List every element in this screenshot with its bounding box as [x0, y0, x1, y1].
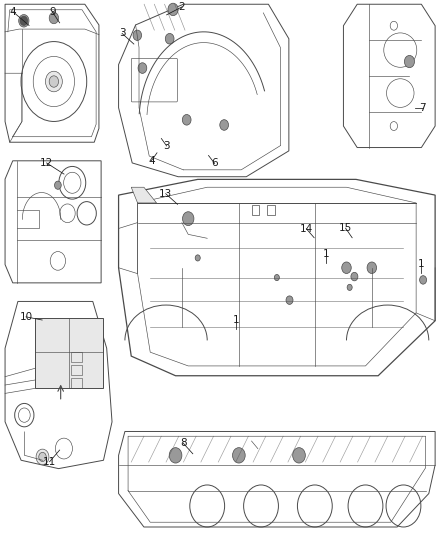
Circle shape: [404, 55, 414, 68]
Circle shape: [20, 16, 28, 26]
Circle shape: [233, 448, 245, 463]
Circle shape: [293, 448, 305, 463]
Circle shape: [138, 63, 147, 74]
Text: 1: 1: [233, 315, 240, 325]
Text: 4: 4: [148, 156, 155, 166]
Text: 9: 9: [49, 7, 56, 17]
Text: 14: 14: [300, 224, 313, 234]
Circle shape: [342, 262, 351, 273]
Bar: [267, 205, 275, 215]
Circle shape: [36, 449, 49, 465]
Text: 7: 7: [420, 103, 426, 113]
Circle shape: [347, 284, 352, 290]
Text: 10: 10: [19, 312, 32, 322]
Text: 12: 12: [40, 158, 53, 168]
Text: 4: 4: [10, 7, 16, 17]
Text: 3: 3: [163, 141, 170, 151]
Text: 11: 11: [43, 457, 56, 467]
Circle shape: [367, 262, 377, 273]
Text: 1: 1: [417, 259, 424, 269]
Text: 6: 6: [211, 158, 218, 168]
Circle shape: [165, 34, 174, 44]
Circle shape: [274, 274, 279, 281]
Bar: [35, 318, 103, 389]
Circle shape: [54, 181, 61, 189]
Bar: [71, 365, 82, 375]
Circle shape: [351, 272, 358, 281]
Polygon shape: [131, 187, 156, 203]
Bar: [71, 352, 82, 361]
Circle shape: [133, 30, 141, 41]
Circle shape: [39, 453, 46, 462]
Bar: [71, 378, 82, 389]
Text: 2: 2: [179, 2, 185, 12]
Circle shape: [49, 12, 59, 24]
Circle shape: [169, 448, 182, 463]
Text: 13: 13: [159, 189, 173, 199]
Circle shape: [182, 115, 191, 125]
Circle shape: [183, 212, 194, 225]
Circle shape: [168, 3, 178, 15]
Circle shape: [420, 276, 427, 284]
Circle shape: [46, 71, 62, 92]
Circle shape: [19, 14, 29, 27]
Circle shape: [49, 76, 59, 87]
Text: 8: 8: [180, 438, 187, 448]
Bar: [251, 205, 259, 215]
Circle shape: [195, 255, 200, 261]
Text: 1: 1: [323, 249, 329, 259]
Text: 3: 3: [119, 28, 125, 38]
Circle shape: [220, 120, 229, 130]
Circle shape: [286, 296, 293, 304]
Text: 15: 15: [339, 223, 352, 233]
